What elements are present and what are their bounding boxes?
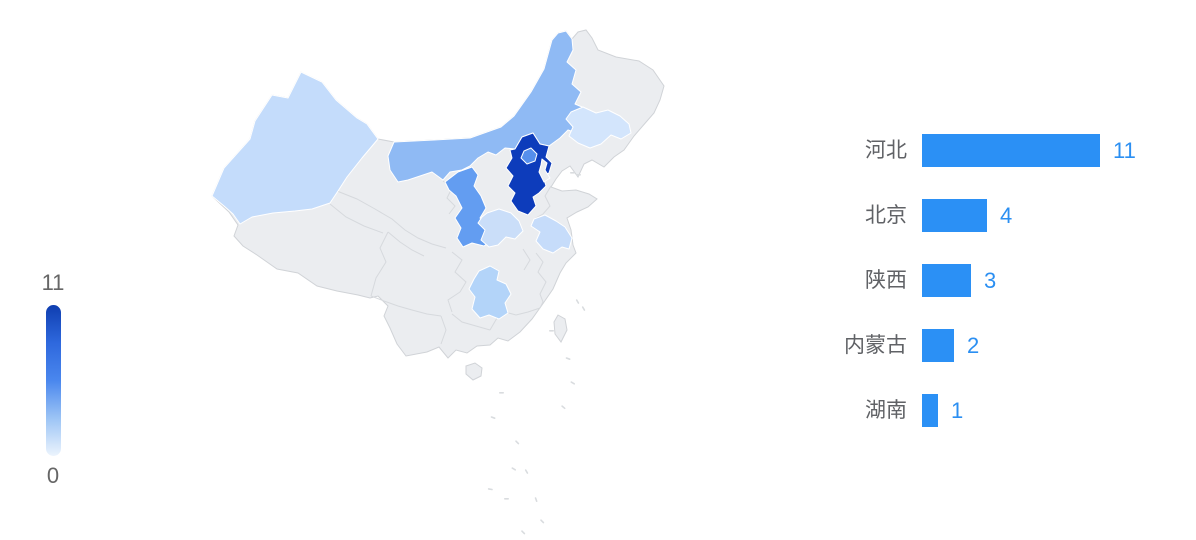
region-hebei[interactable] [505,132,553,216]
visual-map-legend: 11 0 [36,270,70,489]
bar-row: 陕西 3 [830,264,1136,297]
bar[interactable] [922,199,987,232]
bar-track: 4 [922,199,1012,232]
bar-row: 北京 4 [830,199,1136,232]
region-hunan[interactable] [468,265,512,320]
bar[interactable] [922,394,938,427]
sea-islets [487,172,586,535]
bar-category-label: 湖南 [865,399,907,422]
legend-min-label: 0 [46,463,60,488]
region-neimenggu[interactable] [387,30,593,183]
bar-value-label: 2 [967,333,980,358]
bar-category-label: 河北 [865,139,907,162]
region-jiangsu[interactable] [530,214,573,254]
bar-row: 湖南 1 [830,394,1136,427]
bar-value-label: 3 [984,268,997,293]
bar-value-label: 4 [1000,203,1013,228]
bar-row: 内蒙古 2 [830,329,1136,362]
bar-track: 1 [922,394,963,427]
region-beijing[interactable] [520,147,538,165]
bar-track: 11 [922,134,1136,167]
legend-max-label: 11 [41,270,65,295]
legend-gradient-bar [45,305,61,456]
region-taiwan[interactable] [553,314,568,343]
bar[interactable] [922,134,1100,167]
bar-row: 河北 11 [830,134,1136,167]
region-hainan[interactable] [465,362,483,381]
bar-track: 2 [922,329,979,362]
bar-category-label: 内蒙古 [844,334,907,357]
bar-track: 3 [922,264,996,297]
region-jilin[interactable] [565,106,632,149]
bar-category-label: 陕西 [865,269,907,292]
bar-category-label: 北京 [865,204,907,227]
region-tianjin[interactable] [538,158,551,183]
bar-value-label: 11 [1113,138,1136,163]
region-henan[interactable] [477,208,524,248]
bar-value-label: 1 [951,398,964,423]
bar[interactable] [922,264,971,297]
bar[interactable] [922,329,954,362]
province-bar-chart: 河北 11 北京 4 陕西 3 内蒙古 2 湖南 1 [830,134,1136,427]
region-xinjiang[interactable] [211,71,379,225]
